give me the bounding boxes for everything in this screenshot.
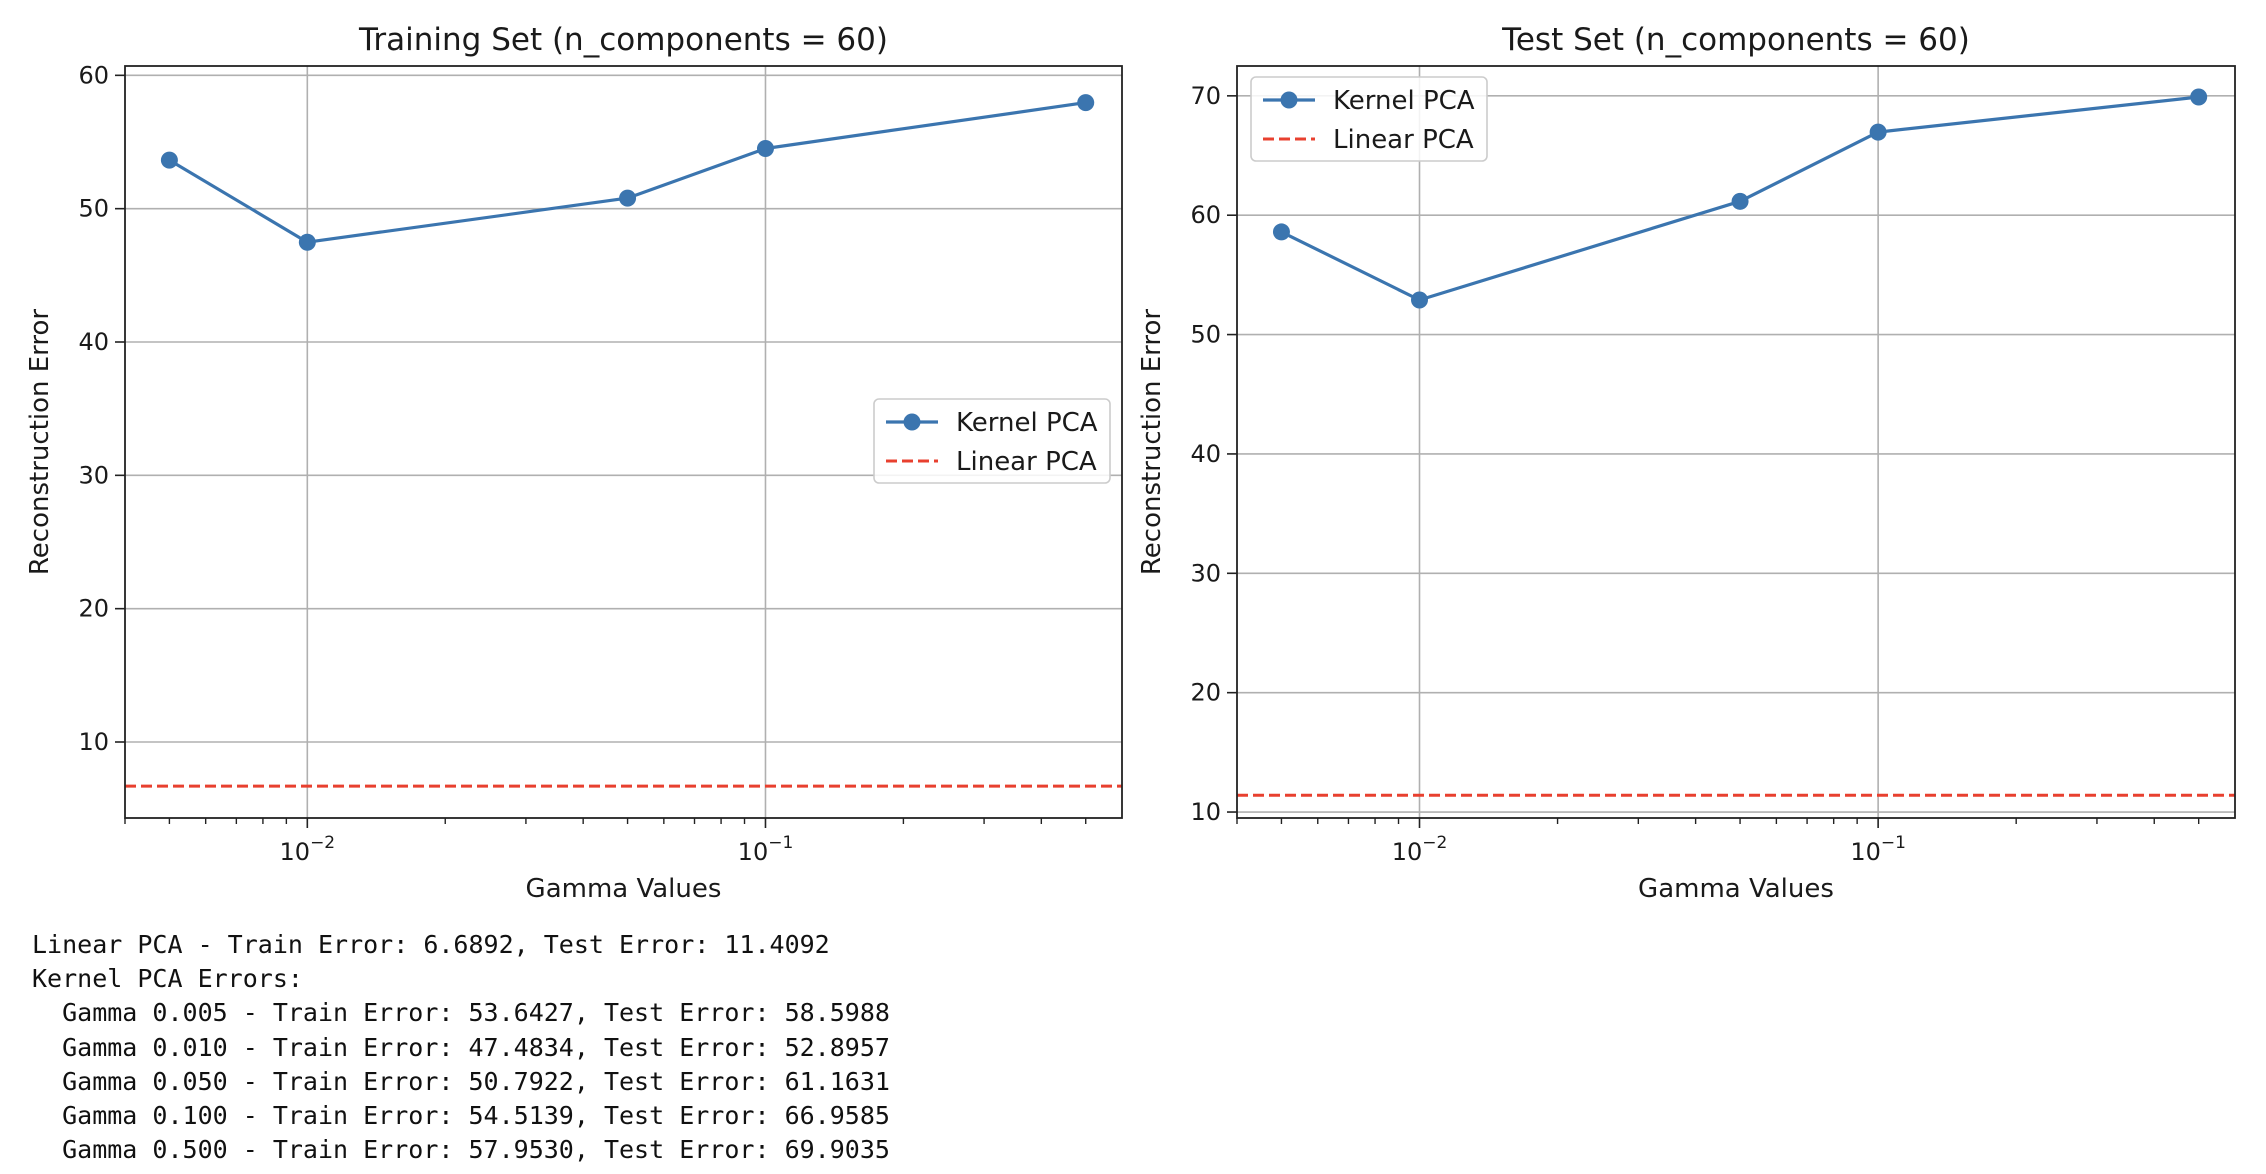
y-tick-label: 50 xyxy=(1190,321,1221,349)
x-tick-label: 10−2 xyxy=(1392,833,1448,866)
y-tick-label: 20 xyxy=(1190,679,1221,707)
kernel-pca-point xyxy=(1077,94,1095,112)
legend-label: Kernel PCA xyxy=(956,408,1098,438)
x-tick-label: 10−2 xyxy=(280,833,336,866)
y-tick-label: 70 xyxy=(1190,82,1221,110)
kernel-pca-point xyxy=(1411,291,1429,309)
legend-marker-kernel-pca xyxy=(903,413,921,431)
legend-label: Linear PCA xyxy=(1333,125,1474,155)
x-tick-label-base: 10 xyxy=(1392,838,1423,866)
x-axis-label: Gamma Values xyxy=(1638,874,1834,904)
output-line: Gamma 0.500 - Train Error: 57.9530, Test… xyxy=(32,1135,890,1165)
x-tick-label-exponent: −1 xyxy=(1881,833,1906,853)
y-tick-label: 20 xyxy=(78,595,109,623)
y-tick-label: 10 xyxy=(78,728,109,756)
legend-box xyxy=(1250,76,1488,162)
axes-frame xyxy=(1236,65,2236,819)
y-tick-label: 40 xyxy=(1190,440,1221,468)
y-axis-label: Reconstruction Error xyxy=(25,309,55,576)
x-tick-label-base: 10 xyxy=(280,838,311,866)
axes-frame xyxy=(124,65,1123,819)
legend-marker-kernel-pca xyxy=(1280,91,1298,109)
kernel-pca-point xyxy=(2190,88,2208,106)
x-tick-label: 10−1 xyxy=(1850,833,1906,866)
console-output: Linear PCA - Train Error: 6.6892, Test E… xyxy=(32,928,890,1167)
chart-title: Training Set (n_components = 60) xyxy=(358,22,888,58)
x-axis-label: Gamma Values xyxy=(526,874,722,904)
y-axis-label: Reconstruction Error xyxy=(1137,309,1167,576)
output-line: Gamma 0.005 - Train Error: 53.6427, Test… xyxy=(32,998,890,1028)
output-line: Gamma 0.010 - Train Error: 47.4834, Test… xyxy=(32,1032,890,1062)
output-line: Kernel PCA Errors: xyxy=(32,964,303,994)
kernel-pca-point xyxy=(1869,123,1887,141)
kernel-pca-point xyxy=(756,139,774,157)
x-tick-label-exponent: −2 xyxy=(1422,833,1447,853)
legend-box xyxy=(873,398,1111,484)
output-line: Gamma 0.050 - Train Error: 50.7922, Test… xyxy=(32,1066,890,1096)
legend-label: Kernel PCA xyxy=(1333,86,1475,116)
output-line: Linear PCA - Train Error: 6.6892, Test E… xyxy=(32,930,830,959)
legend-label: Linear PCA xyxy=(956,447,1097,477)
kernel-pca-point xyxy=(619,189,637,207)
x-tick-label-exponent: −2 xyxy=(310,833,335,853)
kernel-pca-point xyxy=(160,151,178,169)
kernel-pca-point xyxy=(1272,223,1290,241)
x-tick-label-base: 10 xyxy=(738,838,769,866)
y-tick-label: 40 xyxy=(78,328,109,356)
legend: Kernel PCA Linear PCA xyxy=(873,398,1111,484)
y-tick-label: 30 xyxy=(1190,559,1221,587)
x-tick-label: 10−1 xyxy=(738,833,794,866)
output-line: Gamma 0.100 - Train Error: 54.5139, Test… xyxy=(32,1100,890,1130)
x-tick-label-base: 10 xyxy=(1850,838,1881,866)
y-tick-label: 60 xyxy=(78,61,109,89)
legend: Kernel PCA Linear PCA xyxy=(1250,76,1488,162)
kernel-pca-point xyxy=(1731,192,1749,210)
y-tick-label: 10 xyxy=(1190,798,1221,826)
chart-title: Test Set (n_components = 60) xyxy=(1501,22,1970,58)
kernel-pca-point xyxy=(298,233,316,251)
x-tick-label-exponent: −1 xyxy=(768,833,793,853)
y-tick-label: 60 xyxy=(1190,201,1221,229)
y-tick-label: 30 xyxy=(78,461,109,489)
y-tick-label: 50 xyxy=(78,195,109,223)
